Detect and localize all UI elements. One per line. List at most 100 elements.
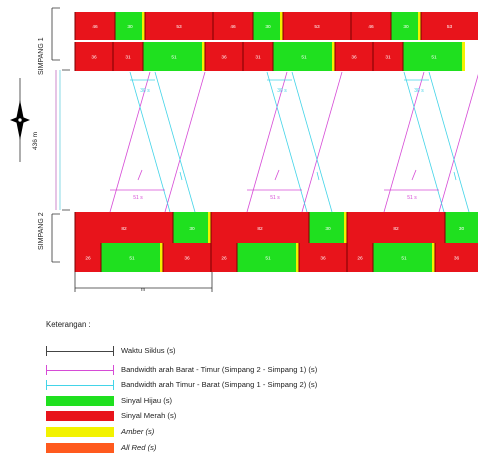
amber-segment (208, 212, 211, 244)
signal-segment-red (75, 243, 101, 272)
signal-segment-green (309, 212, 347, 244)
signal-segment-red (205, 42, 243, 71)
signal-segment-green (173, 212, 211, 244)
segment-duration-label: 51 (401, 256, 407, 262)
segment-duration-label: 30 (189, 226, 195, 232)
segment-duration-label: 31 (255, 55, 261, 61)
legend-label: Bandwidth arah Timur - Barat (Simpang 1 … (121, 380, 318, 389)
segment-duration-label: 53 (314, 24, 320, 30)
signal-segment-red (347, 243, 373, 272)
cycle-time-bracket: m (74, 272, 213, 293)
segment-duration-label: 46 (230, 24, 236, 30)
signal-segment-green (445, 212, 478, 244)
amber-segment (418, 12, 421, 40)
bandwidth-line-tb (129, 71, 171, 213)
legend-title: Keterangan : (46, 320, 91, 329)
segment-duration-label: 82 (257, 226, 263, 232)
signal-segment-red (283, 12, 351, 40)
bandwidth-label-tb: 30 s (140, 88, 150, 94)
segment-duration-label: 53 (447, 24, 453, 30)
compass-icon (10, 78, 30, 162)
bandwidth-lines: 30 s 51 s 30 s 51 s 30 s 51 s (109, 71, 478, 213)
signal-segment-red (347, 212, 445, 244)
bandwidth-label-bt: 51 s (133, 195, 143, 201)
segment-duration-label: 26 (221, 256, 227, 262)
signal-segment-red (163, 243, 211, 272)
legend-color-swatch (46, 443, 114, 453)
segment-duration-label: 36 (91, 55, 97, 61)
direction-arrow-icon (274, 169, 280, 181)
segment-duration-label: 46 (92, 24, 98, 30)
segment-duration-label: 51 (265, 256, 271, 262)
legend-label: Sinyal Merah (s) (121, 411, 177, 420)
amber-segment (160, 243, 163, 272)
signal-segment-green (143, 42, 205, 71)
intersection-label-1: SIMPANG 1 (38, 37, 45, 75)
segment-duration-label: 36 (454, 256, 460, 262)
signal-segment-green (237, 243, 299, 272)
segment-duration-label: 51 (171, 55, 177, 61)
direction-arrow-icon (453, 171, 457, 181)
signal-segment-red (75, 212, 173, 244)
signal-segment-red (75, 42, 113, 71)
intersection-label-2: SIMPANG 2 (38, 212, 45, 250)
legend-label: All Red (s) (121, 443, 157, 452)
segment-duration-label: 46 (368, 24, 374, 30)
signal-segment-red (113, 42, 143, 71)
amber-segment (462, 42, 465, 71)
amber-segment (142, 12, 145, 40)
bandwidth-line-bt (438, 74, 478, 213)
segment-duration-label: 53 (176, 24, 182, 30)
bandwidth-line-tb (154, 71, 196, 213)
legend-color-swatch (46, 411, 114, 421)
signal-segment-green (403, 42, 465, 71)
segment-duration-label: 82 (121, 226, 127, 232)
time-space-diagram: SIMPANG 1 SIMPANG 2 436 m 46 30 53 46 30 53 46… (10, 7, 478, 293)
cycle-time-label: m (141, 287, 146, 293)
amber-segment (432, 243, 435, 272)
bandwidth-line-bt (301, 71, 343, 213)
segment-duration-label: 36 (351, 55, 357, 61)
bandwidth-line-bt (246, 71, 288, 213)
segment-duration-label: 36 (221, 55, 227, 61)
segment-duration-label: 26 (85, 256, 91, 262)
amber-segment (344, 212, 347, 244)
bandwidth-line-bt (109, 71, 151, 213)
signal-segment-red (145, 12, 213, 40)
segment-duration-label: 51 (129, 256, 135, 262)
signal-segment-red (75, 12, 115, 40)
signal-segment-red (373, 42, 403, 71)
direction-arrow-icon (137, 169, 143, 181)
signal-segment-red (299, 243, 347, 272)
signal-segment-green (391, 12, 421, 40)
segment-duration-label: 30 (265, 24, 271, 30)
segment-duration-label: 30 (459, 226, 465, 232)
signal-segment-green (373, 243, 435, 272)
segment-duration-label: 30 (325, 226, 331, 232)
legend-color-swatch (46, 396, 114, 406)
bandwidth-line-tb (403, 71, 445, 213)
signal-segment-red (421, 12, 478, 40)
legend-label: Bandwidth arah Barat - Timur (Simpang 2 … (121, 365, 318, 374)
bandwidth-line-tb (266, 71, 308, 213)
segment-duration-label: 51 (431, 55, 437, 61)
signal-segment-red (211, 212, 309, 244)
left-annotations: SIMPANG 1 SIMPANG 2 436 m (10, 7, 70, 263)
direction-arrow-icon (316, 171, 320, 181)
bandwidth-line-bt (383, 71, 425, 213)
legend-line-swatch (46, 345, 114, 357)
signal-segment-red (243, 42, 273, 71)
amber-segment (202, 42, 205, 71)
direction-arrow-icon (411, 169, 417, 181)
legend-line-swatch (46, 379, 114, 391)
bandwidth-label-bt: 51 s (270, 195, 280, 201)
signal-segment-green (273, 42, 335, 71)
legend-color-swatch (46, 427, 114, 437)
signal-segment-red (435, 243, 478, 272)
amber-segment (332, 42, 335, 71)
distance-label: 436 m (32, 132, 39, 150)
segment-duration-label: 31 (385, 55, 391, 61)
bandwidth-label-bt: 51 s (407, 195, 417, 201)
signal-rows: 46 30 53 46 30 53 46 30 53 36 31 51 36 31 51 36 31 51 82 30… (74, 12, 478, 272)
